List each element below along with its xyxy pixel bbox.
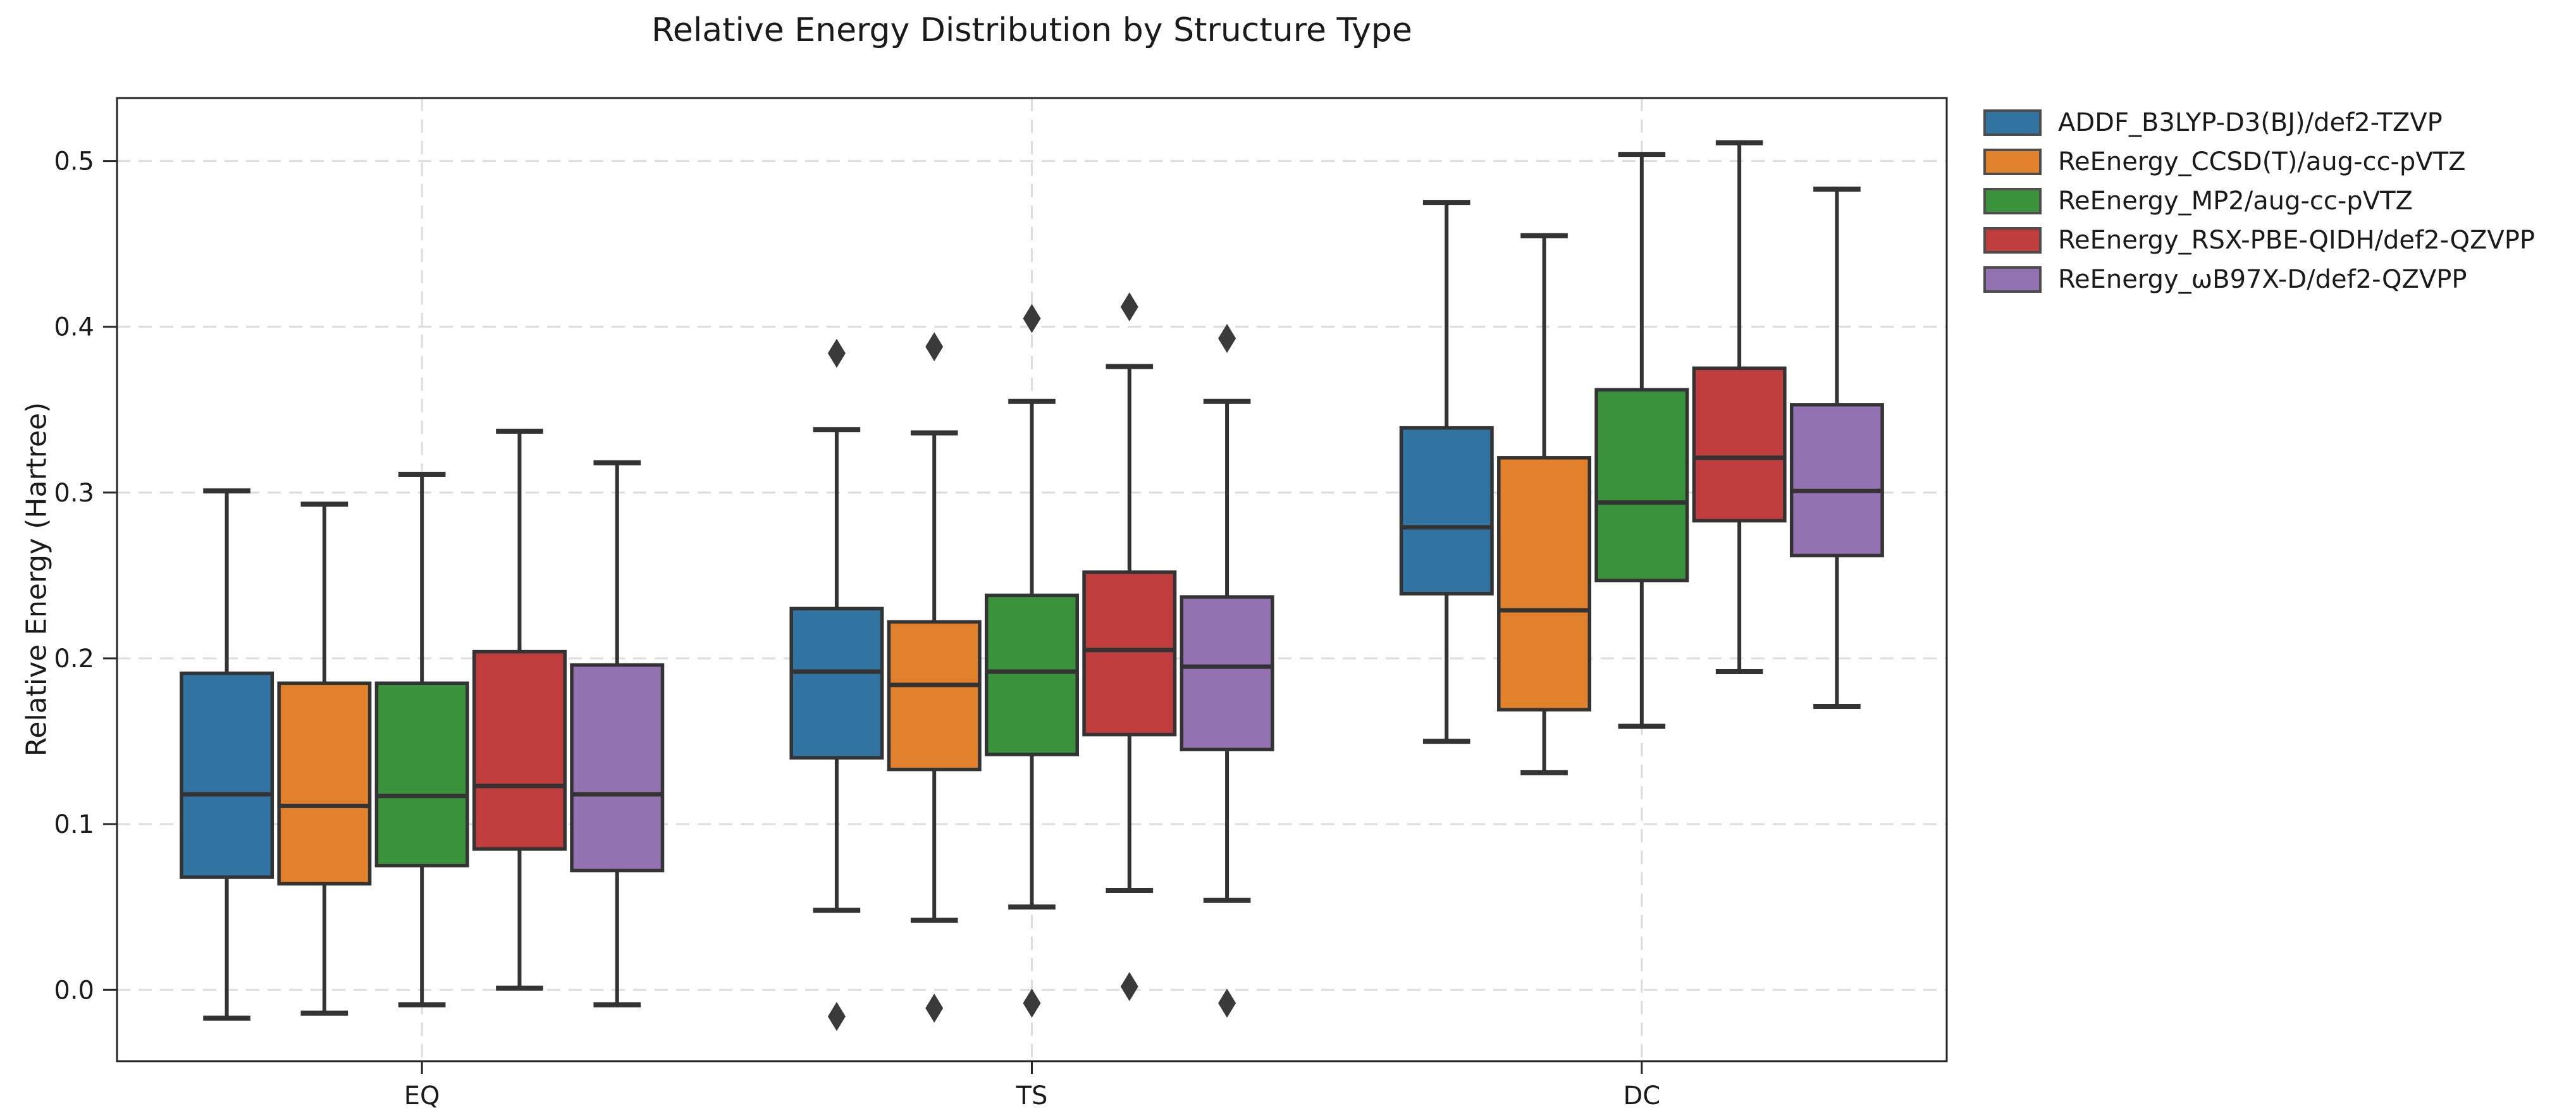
series-2	[374, 152, 1689, 1018]
outlier-diamond	[925, 332, 944, 362]
legend-swatch	[1983, 149, 2042, 175]
box-TS-series-4	[1180, 324, 1274, 1018]
box-body	[1497, 456, 1592, 712]
box-body	[985, 593, 1079, 756]
outlier-diamond	[925, 994, 944, 1023]
legend-item-label: ADDF_B3LYP-D3(BJ)/def2-TZVP	[2058, 108, 2443, 137]
box-EQ-series-1	[277, 502, 372, 1016]
box-TS-series-0	[789, 338, 884, 1031]
chart-title: Relative Energy Distribution by Structur…	[651, 11, 1412, 49]
box-body	[1399, 426, 1494, 596]
series-0	[180, 200, 1494, 1031]
box-body	[180, 671, 274, 879]
box-EQ-series-3	[472, 428, 567, 991]
outlier-diamond	[1218, 324, 1236, 354]
box-body	[472, 649, 567, 851]
y-tick-label: 0.1	[54, 810, 94, 839]
plot-border	[116, 97, 1948, 1062]
box-TS-series-1	[887, 332, 982, 1023]
legend-swatch	[1983, 109, 2042, 136]
outlier-diamond	[827, 1002, 846, 1031]
box-EQ-series-2	[374, 472, 469, 1007]
outlier-diamond	[827, 338, 846, 368]
series-3	[472, 140, 1787, 1002]
legend-swatch	[1983, 188, 2042, 214]
box-body	[277, 681, 372, 886]
x-tick-label: DC	[1623, 1081, 1660, 1111]
box-DC-series-0	[1399, 200, 1494, 744]
box-body	[1594, 388, 1689, 582]
outlier-diamond	[1120, 972, 1138, 1002]
legend-swatch	[1983, 266, 2042, 293]
series-1	[277, 233, 1592, 1023]
x-axis: EQ TS DC	[404, 1061, 1660, 1111]
box-EQ-series-4	[570, 460, 665, 1007]
box-body	[1180, 595, 1274, 751]
legend-item: ADDF_B3LYP-D3(BJ)/def2-TZVP	[1983, 108, 2535, 138]
box-DC-series-4	[1789, 187, 1884, 710]
x-tick-label: EQ	[404, 1081, 440, 1111]
box-DC-series-3	[1692, 140, 1787, 674]
series-4	[570, 187, 1884, 1018]
y-tick-label: 0.2	[54, 644, 94, 674]
outlier-diamond	[1023, 988, 1041, 1018]
box-body	[1789, 403, 1884, 558]
legend-item-label: ReEnergy_ωB97X-D/def2-QZVPP	[2058, 265, 2467, 294]
box-EQ-series-0	[180, 488, 274, 1021]
outlier-diamond	[1120, 292, 1138, 322]
legend-item-label: ReEnergy_RSX-PBE-QIDH/def2-QZVPP	[2058, 226, 2535, 255]
legend-item: ReEnergy_ωB97X-D/def2-QZVPP	[1983, 264, 2535, 295]
box-body	[1692, 366, 1787, 523]
box-body	[1082, 570, 1177, 737]
y-axis: 0.0 0.1 0.2 0.3 0.4 0.5	[54, 147, 117, 1005]
y-tick-label: 0.3	[54, 479, 94, 508]
legend-item-label: ReEnergy_MP2/aug-cc-pVTZ	[2058, 187, 2413, 216]
legend-item: ReEnergy_CCSD(T)/aug-cc-pVTZ	[1983, 147, 2535, 177]
legend: ADDF_B3LYP-D3(BJ)/def2-TZVP ReEnergy_CCSD…	[1983, 108, 2535, 295]
outlier-diamond	[1218, 988, 1236, 1018]
box-TS-series-2	[985, 304, 1079, 1018]
outlier-diamond	[1023, 304, 1041, 333]
legend-item-label: ReEnergy_CCSD(T)/aug-cc-pVTZ	[2058, 147, 2466, 176]
y-tick-label: 0.4	[54, 313, 94, 342]
box-body	[374, 681, 469, 868]
box-body	[570, 663, 665, 873]
y-tick-label: 0.5	[54, 147, 94, 176]
box-body	[887, 620, 982, 772]
y-tick-label: 0.0	[54, 976, 94, 1005]
legend-swatch	[1983, 227, 2042, 254]
box-body	[789, 606, 884, 760]
box-DC-series-2	[1594, 152, 1689, 729]
legend-item: ReEnergy_MP2/aug-cc-pVTZ	[1983, 186, 2535, 216]
x-tick-label: TS	[1016, 1081, 1048, 1111]
box-TS-series-3	[1082, 292, 1177, 1002]
box-DC-series-1	[1497, 233, 1592, 775]
legend-item: ReEnergy_RSX-PBE-QIDH/def2-QZVPP	[1983, 225, 2535, 255]
